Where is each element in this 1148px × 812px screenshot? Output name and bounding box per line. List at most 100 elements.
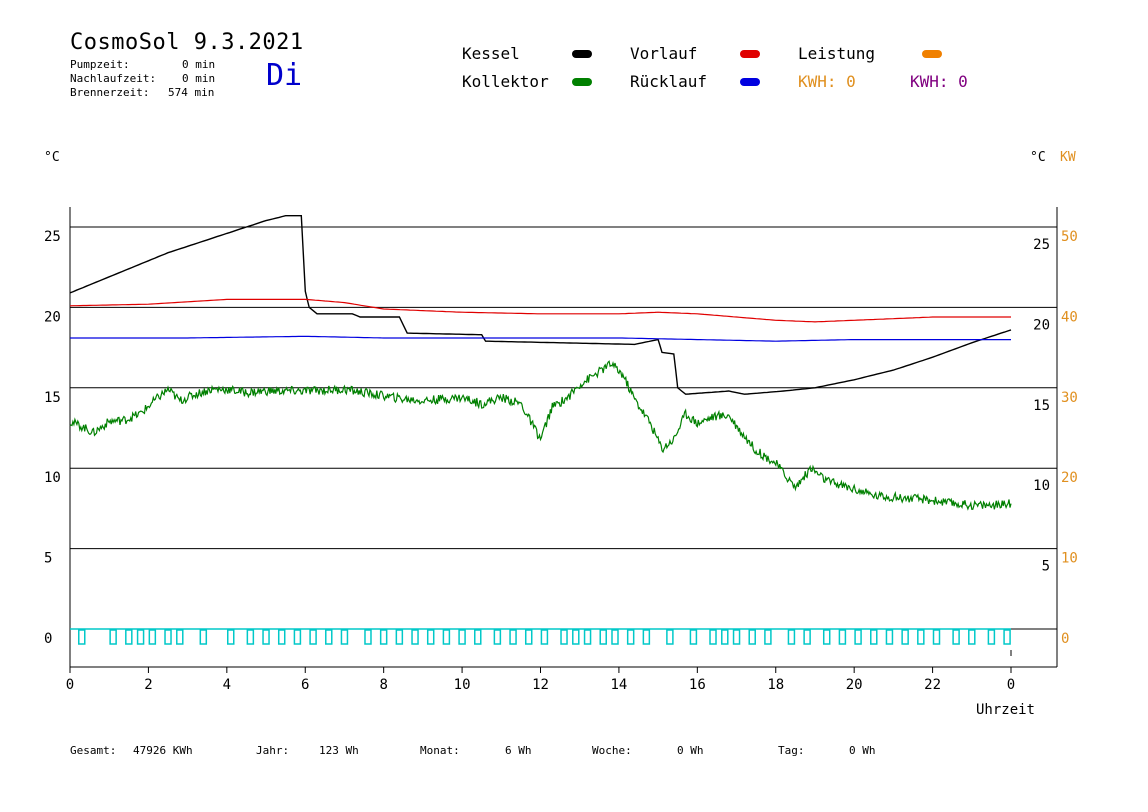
pump-pulse-0: [78, 629, 86, 645]
legend-kessel-swatch: [572, 50, 592, 58]
y-tick-right-power-50: 50: [1061, 229, 1078, 245]
pump-pulse-41: [764, 629, 772, 645]
y-axis-left-unit: °C: [44, 150, 60, 165]
pump-pulse-40: [748, 629, 756, 645]
y-tick-right-power-0: 0: [1061, 631, 1069, 647]
legend-kessel-label: Kessel: [462, 44, 520, 63]
pump-pulse-52: [952, 629, 960, 645]
chart-title: CosmoSol 9.3.2021: [70, 30, 304, 55]
x-tick-label-6: 12: [532, 677, 549, 693]
pump-pulse-46: [854, 629, 862, 645]
pump-pulse-29: [572, 629, 580, 645]
pump-pulse-19: [411, 629, 419, 645]
footer-tag-value: 0 Wh: [849, 744, 876, 757]
y-tick-left-20: 20: [44, 309, 61, 325]
pump-pulse-37: [709, 629, 717, 645]
y-tick-right-temp-15: 15: [1033, 398, 1050, 414]
y-tick-right-temp-5: 5: [1042, 559, 1050, 575]
pump-pulse-27: [540, 629, 549, 645]
y-tick-left-5: 5: [44, 551, 52, 567]
pump-pulse-36: [689, 629, 698, 645]
x-axis-label: Uhrzeit: [976, 702, 1035, 718]
pump-pulse-35: [666, 629, 674, 645]
pump-pulse-44: [822, 629, 831, 645]
stat-nachlaufzeit-label: Nachlaufzeit:: [70, 72, 157, 85]
x-tick-label-2: 4: [223, 677, 231, 693]
pump-pulse-3: [136, 629, 145, 645]
x-tick-label-0: 0: [66, 677, 74, 693]
legend-kollektor-label: Kollektor: [462, 72, 549, 91]
footer-jahr-value: 123 Wh: [319, 744, 359, 757]
x-tick-label-3: 6: [301, 677, 309, 693]
pump-pulse-53: [968, 629, 976, 645]
pump-pulse-33: [626, 629, 635, 645]
legend-kwh-purple: KWH: 0: [910, 72, 968, 91]
x-tick-label-11: 22: [924, 677, 941, 693]
pump-pulse-14: [325, 629, 333, 645]
legend-leistung-swatch: [922, 50, 942, 58]
legend-kollektor-swatch: [572, 78, 592, 86]
x-tick-label-12: 0: [1007, 677, 1015, 693]
y-tick-right-temp-20: 20: [1033, 317, 1050, 333]
pump-pulse-55: [1003, 629, 1011, 645]
y-tick-left-25: 25: [44, 229, 61, 245]
pump-pulse-30: [583, 629, 592, 645]
pump-pulse-25: [509, 629, 517, 645]
footer-woche-value: 0 Wh: [677, 744, 704, 757]
pump-pulse-32: [611, 629, 619, 645]
stat-brennerzeit-value: 574 min: [168, 86, 215, 99]
pump-pulse-38: [721, 629, 729, 645]
pump-pulse-12: [293, 629, 302, 645]
pump-pulse-2: [125, 629, 133, 645]
pump-pulse-49: [901, 629, 909, 645]
pump-pulse-13: [309, 629, 317, 645]
pump-pulse-31: [599, 629, 607, 645]
series-kollektor: [69, 360, 1012, 511]
footer-woche-label: Woche:: [592, 744, 632, 757]
pump-pulse-50: [917, 629, 925, 645]
y-tick-right-power-30: 30: [1061, 390, 1078, 406]
pump-pulse-21: [442, 629, 451, 645]
x-tick-label-7: 14: [610, 677, 627, 693]
x-tick-label-5: 10: [454, 677, 471, 693]
footer-monat-label: Monat:: [420, 744, 460, 757]
x-tick-label-10: 20: [846, 677, 863, 693]
pump-pulse-48: [885, 629, 894, 645]
pump-pulse-8: [227, 629, 235, 645]
x-tick-label-4: 8: [379, 677, 387, 693]
series-ruecklauf: [70, 335, 1011, 342]
legend-vorlauf-swatch: [740, 50, 760, 58]
stat-brennerzeit-label: Brennerzeit:: [70, 86, 150, 99]
legend-vorlauf-label: Vorlauf: [630, 44, 698, 63]
stat-pumpzeit-label: Pumpzeit:: [70, 58, 130, 71]
stat-pumpzeit-value: 0 min: [182, 58, 216, 71]
weekday-label: Di: [266, 58, 303, 93]
pump-pulse-43: [803, 629, 811, 645]
pump-pulse-39: [732, 629, 741, 645]
footer-gesamt-value: 47926 KWh: [133, 744, 193, 757]
pump-pulse-17: [379, 629, 388, 645]
y-axis-power-unit: KW: [1060, 150, 1076, 165]
pump-pulse-47: [870, 629, 878, 645]
legend-leistung-label: Leistung: [798, 44, 876, 63]
pump-pulse-20: [426, 629, 435, 645]
pump-pulse-18: [395, 629, 404, 645]
pump-pulse-6: [176, 629, 184, 645]
footer-gesamt-label: Gesamt:: [70, 744, 117, 757]
pump-pulse-16: [364, 629, 372, 645]
y-tick-right-power-10: 10: [1061, 551, 1078, 567]
y-tick-left-15: 15: [44, 390, 61, 406]
pump-pulse-26: [524, 629, 533, 645]
x-tick-label-8: 16: [689, 677, 706, 693]
pump-pulse-9: [246, 629, 255, 645]
pump-pulse-34: [642, 629, 651, 645]
pump-pulse-1: [109, 629, 117, 645]
y-tick-left-0: 0: [44, 631, 52, 647]
y-tick-right-temp-25: 25: [1033, 237, 1050, 253]
y-tick-right-power-20: 20: [1061, 470, 1078, 486]
footer-tag-label: Tag:: [778, 744, 805, 757]
pump-pulse-5: [164, 629, 172, 645]
x-tick-label-1: 2: [144, 677, 152, 693]
x-tick-label-9: 18: [767, 677, 784, 693]
